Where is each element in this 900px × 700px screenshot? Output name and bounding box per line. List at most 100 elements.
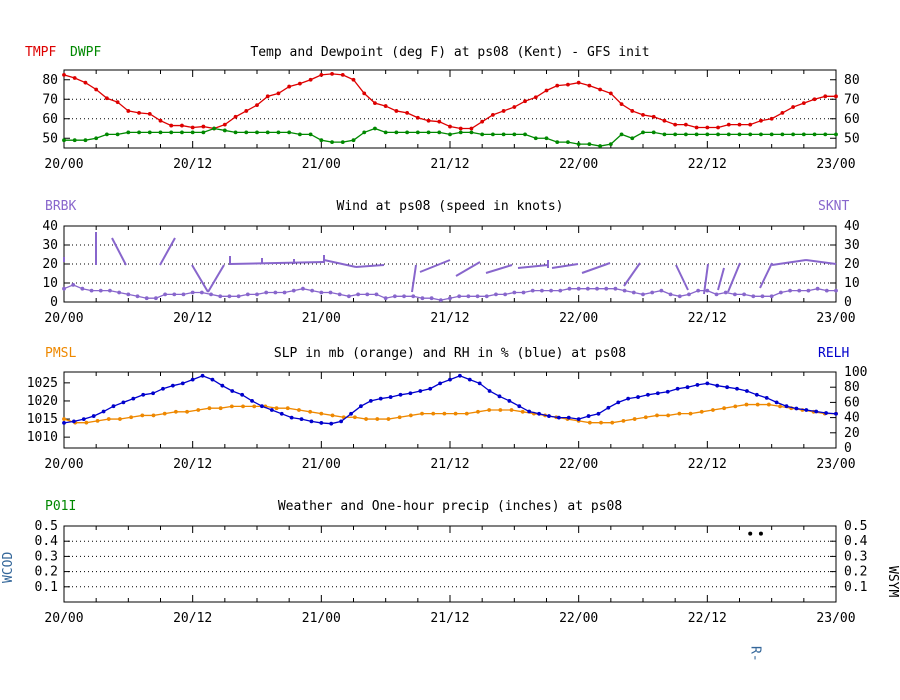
dwpf-point [737, 132, 742, 137]
pmsl-point [106, 417, 111, 421]
sknt-point [62, 286, 66, 291]
wind-barb [229, 261, 325, 265]
tmpf-point [662, 118, 667, 123]
relh-point [190, 377, 195, 382]
tmpf-point [587, 83, 592, 88]
dwpf-point [716, 132, 720, 137]
relh-point [279, 411, 284, 416]
relh-point [388, 395, 393, 399]
tmpf-point [351, 77, 356, 82]
pmsl-point [319, 411, 324, 416]
y-tick-label-right: 20 [844, 426, 860, 441]
sknt-point [301, 286, 305, 291]
pmsl-point [520, 409, 525, 414]
relh-point [398, 392, 403, 397]
tmpf-point [791, 105, 796, 109]
pmsl-point [185, 409, 189, 414]
relh-point [319, 421, 324, 425]
pmsl-point [744, 402, 749, 407]
tmpf-point [255, 103, 259, 107]
y-tick-label-left: 70 [42, 92, 58, 107]
sknt-point [751, 294, 756, 299]
sknt-point [328, 290, 333, 295]
sknt-point [760, 294, 765, 299]
dwpf-point [104, 132, 109, 137]
x-tick-label: 22/00 [559, 457, 598, 472]
sknt-point [834, 288, 838, 293]
dwpf-point [480, 132, 485, 137]
dwpf-point [319, 138, 324, 143]
relh-point [794, 406, 799, 411]
relh-point [151, 391, 155, 396]
dwpf-point [533, 136, 538, 141]
dwpf-point [608, 142, 613, 147]
sknt-point [604, 286, 609, 291]
dwpf-point [812, 132, 817, 137]
wind-barb [675, 264, 689, 291]
pmsl-point [352, 415, 357, 420]
y-tick-label-right: 80 [844, 380, 860, 395]
relh-point [527, 409, 532, 414]
dwpf-point [212, 126, 217, 131]
y-tick-label-left: 0.2 [35, 565, 58, 580]
relh-point [477, 381, 482, 386]
dwpf-point [426, 130, 431, 135]
dwpf-point [222, 128, 227, 133]
tmpf-point [169, 123, 174, 128]
y-tick-label-right: 0.3 [844, 549, 867, 564]
pmsl-point [733, 404, 738, 409]
tmpf-point [598, 87, 603, 92]
relh-point [240, 392, 245, 397]
dwpf-point [340, 140, 345, 145]
y-tick-label-left: 10 [42, 276, 58, 291]
pmsl-point [509, 408, 514, 412]
dwpf-point [823, 132, 828, 137]
dwpf-point [201, 130, 206, 135]
dwpf-point [147, 130, 152, 135]
pmsl-line [63, 403, 836, 424]
y-tick-label-right: 100 [844, 365, 867, 380]
y-tick-label-right: 20 [844, 257, 860, 272]
dwpf-point [673, 132, 678, 137]
sknt-point [705, 288, 710, 293]
tmpf-point [780, 111, 785, 115]
wind-barb [703, 263, 709, 295]
sknt-point [347, 294, 351, 299]
sknt-point [337, 292, 342, 297]
relh-point [299, 417, 304, 422]
dwpf-point [694, 132, 699, 137]
relh-point [606, 405, 611, 410]
sknt-point [797, 288, 802, 293]
y-tick-label-left: 1020 [27, 394, 58, 409]
sknt-point [411, 294, 416, 299]
relh-point [418, 389, 423, 393]
relh-point [774, 400, 779, 405]
dwpf-point [598, 144, 603, 148]
relh-point [784, 404, 789, 409]
pmsl-point [688, 411, 693, 416]
sknt-point [585, 286, 590, 291]
tmpf-point [158, 118, 163, 123]
relh-point [91, 414, 96, 418]
tmpf-point [469, 126, 474, 131]
sknt-point [631, 290, 636, 295]
pmsl-point [330, 413, 335, 418]
sknt-point [778, 290, 783, 295]
pmsl-point [129, 415, 134, 420]
tmpf-point [147, 111, 152, 116]
relh-point [636, 395, 640, 399]
pmsl-point [587, 420, 592, 425]
sknt-point [540, 288, 544, 293]
relh-point [180, 381, 185, 386]
sknt-point [117, 290, 122, 295]
tmpf-point [405, 111, 410, 115]
relh-point [220, 383, 225, 388]
panel1-frame [63, 69, 837, 149]
wind-barb [517, 264, 549, 269]
dwpf-point [287, 130, 292, 135]
legend-sknt: SKNT [818, 199, 849, 214]
y-tick-label-right: 60 [844, 112, 860, 127]
x-tick-label: 22/12 [688, 157, 727, 172]
y-tick-label-right: 50 [844, 131, 860, 146]
